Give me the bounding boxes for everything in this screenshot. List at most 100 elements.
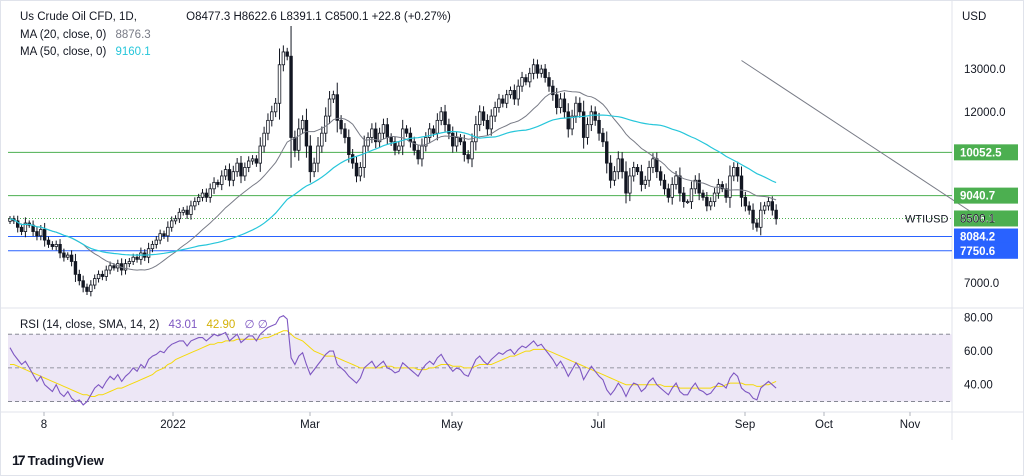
candle-body — [566, 111, 570, 130]
candle-body — [732, 167, 736, 177]
ma50-legend: MA (50, close, 0) 9160.1 — [20, 46, 157, 58]
candle-body — [489, 115, 493, 130]
candle-body — [616, 158, 620, 173]
candle-body — [520, 77, 524, 87]
candle-body — [477, 111, 482, 126]
candle-body — [46, 239, 51, 245]
candle-body — [58, 243, 62, 254]
candle-body — [193, 201, 197, 207]
candle-body — [39, 229, 43, 237]
candle-body — [139, 252, 143, 260]
candle-body — [362, 145, 366, 168]
time-tick-label: Oct — [815, 419, 834, 431]
candle-body — [497, 98, 501, 108]
candle-body — [316, 145, 320, 164]
candle-body — [397, 145, 401, 151]
candle-body — [89, 284, 93, 292]
ma50-value: 9160.1 — [115, 46, 151, 58]
candle-body — [185, 209, 189, 215]
candle-body — [162, 233, 166, 237]
candle-body — [770, 201, 774, 211]
candle-body — [593, 111, 597, 121]
rsi-legend: RSI (14, close, SMA, 14, 2) 43.01 42.90 … — [20, 317, 274, 331]
rsi-tick-label: 60.00 — [964, 346, 993, 358]
candle-body — [412, 141, 416, 151]
rsi-tick-label: 80.00 — [964, 312, 993, 324]
time-tick-label: Sep — [735, 419, 755, 431]
candle-body — [670, 184, 674, 198]
candle-body — [597, 119, 601, 134]
symbol-legend: Us Crude Oil CFD, 1D, O8477.3 H8622.6 L8… — [20, 11, 457, 23]
candle-body — [366, 137, 370, 147]
candle-body — [601, 132, 605, 143]
candle-body — [254, 158, 259, 164]
candle-body — [408, 132, 413, 143]
candle-body — [516, 85, 520, 100]
candle-body — [416, 149, 420, 160]
candle-body — [689, 188, 694, 203]
candle-body — [570, 115, 574, 130]
candle-body — [755, 222, 759, 228]
brand-name: TradingView — [27, 452, 104, 468]
candle-body — [69, 254, 74, 262]
time-tick-label: Jul — [591, 419, 606, 431]
candle-body — [508, 90, 513, 96]
candle-body — [312, 162, 316, 173]
candle-body — [100, 273, 105, 277]
candle-body — [212, 181, 216, 190]
price-label-text: 9040.7 — [960, 191, 995, 203]
rsi-sma-value: 42.90 — [206, 319, 236, 331]
candle-body — [216, 181, 220, 185]
candle-body — [196, 196, 201, 203]
candle-body — [135, 256, 139, 260]
candle-body — [189, 205, 193, 215]
candle-body — [558, 98, 563, 108]
candle-body — [108, 265, 112, 271]
candle-body — [335, 94, 339, 121]
candle-body — [666, 188, 671, 198]
candle-body — [535, 64, 540, 74]
time-tick-label: 8 — [41, 419, 47, 431]
candle-body — [608, 162, 613, 181]
candle-body — [578, 102, 582, 113]
candle-body — [85, 286, 89, 292]
time-tick-label: May — [441, 419, 463, 431]
candle-body — [562, 98, 567, 113]
candle-body — [685, 201, 690, 204]
candle-body — [258, 145, 262, 164]
candle-body — [389, 137, 393, 143]
time-tick-label: Mar — [300, 419, 320, 431]
candle-body — [127, 261, 132, 265]
candle-body — [481, 111, 486, 121]
candle-body — [285, 51, 289, 57]
candle-body — [454, 137, 459, 147]
candle-body — [447, 124, 451, 134]
candle-body — [227, 169, 232, 181]
candle-body — [762, 205, 767, 211]
candle-body — [181, 209, 185, 213]
rsi-extra-values: ∅ ∅ — [244, 319, 268, 331]
candle-body — [720, 184, 724, 190]
rsi-sma-line — [10, 330, 777, 397]
candle-body — [539, 68, 543, 74]
candle-body — [743, 196, 748, 207]
candle-body — [104, 269, 108, 277]
candle-body — [277, 64, 282, 104]
candle-body — [709, 201, 713, 207]
candle-body — [635, 167, 640, 173]
candle-body — [524, 77, 528, 83]
candle-body — [774, 209, 778, 220]
candle-body — [243, 167, 247, 177]
candle-body — [370, 128, 374, 138]
candle-body — [300, 119, 305, 130]
candle-body — [605, 141, 609, 164]
candle-body — [204, 192, 209, 198]
candle-body — [693, 179, 697, 190]
candle-body — [705, 196, 709, 207]
candle-body — [420, 145, 424, 160]
candle-body — [270, 111, 274, 121]
candle-body — [512, 90, 517, 100]
tradingview-brand[interactable]: 17 TradingView — [12, 452, 104, 468]
candle-body — [424, 137, 428, 147]
